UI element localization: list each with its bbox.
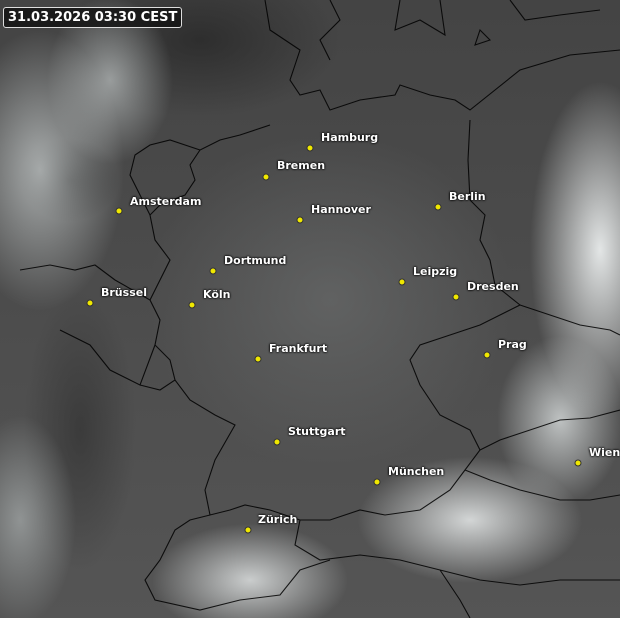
city-label-bruessel: Brüssel [101,286,147,299]
city-marker-wien[interactable] [574,459,582,467]
city-label-bremen: Bremen [277,159,326,172]
city-marker-hannover[interactable] [296,216,304,224]
city-marker-berlin[interactable] [434,203,442,211]
city-marker-amsterdam[interactable] [115,207,123,215]
city-label-berlin: Berlin [449,190,486,203]
city-marker-prag[interactable] [483,351,491,359]
city-marker-dortmund[interactable] [209,267,217,275]
city-marker-muenchen[interactable] [373,478,381,486]
city-marker-frankfurt[interactable] [254,355,262,363]
city-marker-hamburg[interactable] [306,144,314,152]
city-label-frankfurt: Frankfurt [269,342,328,355]
city-marker-bruessel[interactable] [86,299,94,307]
city-label-muenchen: München [388,465,445,478]
city-label-leipzig: Leipzig [413,265,458,278]
timestamp-label: 31.03.2026 03:30 CEST [3,7,183,28]
city-label-dresden: Dresden [467,280,519,293]
city-label-hamburg: Hamburg [321,131,379,144]
city-label-prag: Prag [498,338,527,351]
city-marker-koeln[interactable] [188,301,196,309]
city-marker-zuerich[interactable] [244,526,252,534]
city-label-stuttgart: Stuttgart [288,425,346,438]
city-label-amsterdam: Amsterdam [130,195,202,208]
city-label-wien: Wien [589,446,620,459]
city-marker-stuttgart[interactable] [273,438,281,446]
city-label-hannover: Hannover [311,203,371,216]
city-label-koeln: Köln [203,288,231,301]
city-marker-dresden[interactable] [452,293,460,301]
city-label-zuerich: Zürich [258,513,298,526]
city-label-dortmund: Dortmund [224,254,287,267]
city-marker-bremen[interactable] [262,173,270,181]
city-marker-leipzig[interactable] [398,278,406,286]
